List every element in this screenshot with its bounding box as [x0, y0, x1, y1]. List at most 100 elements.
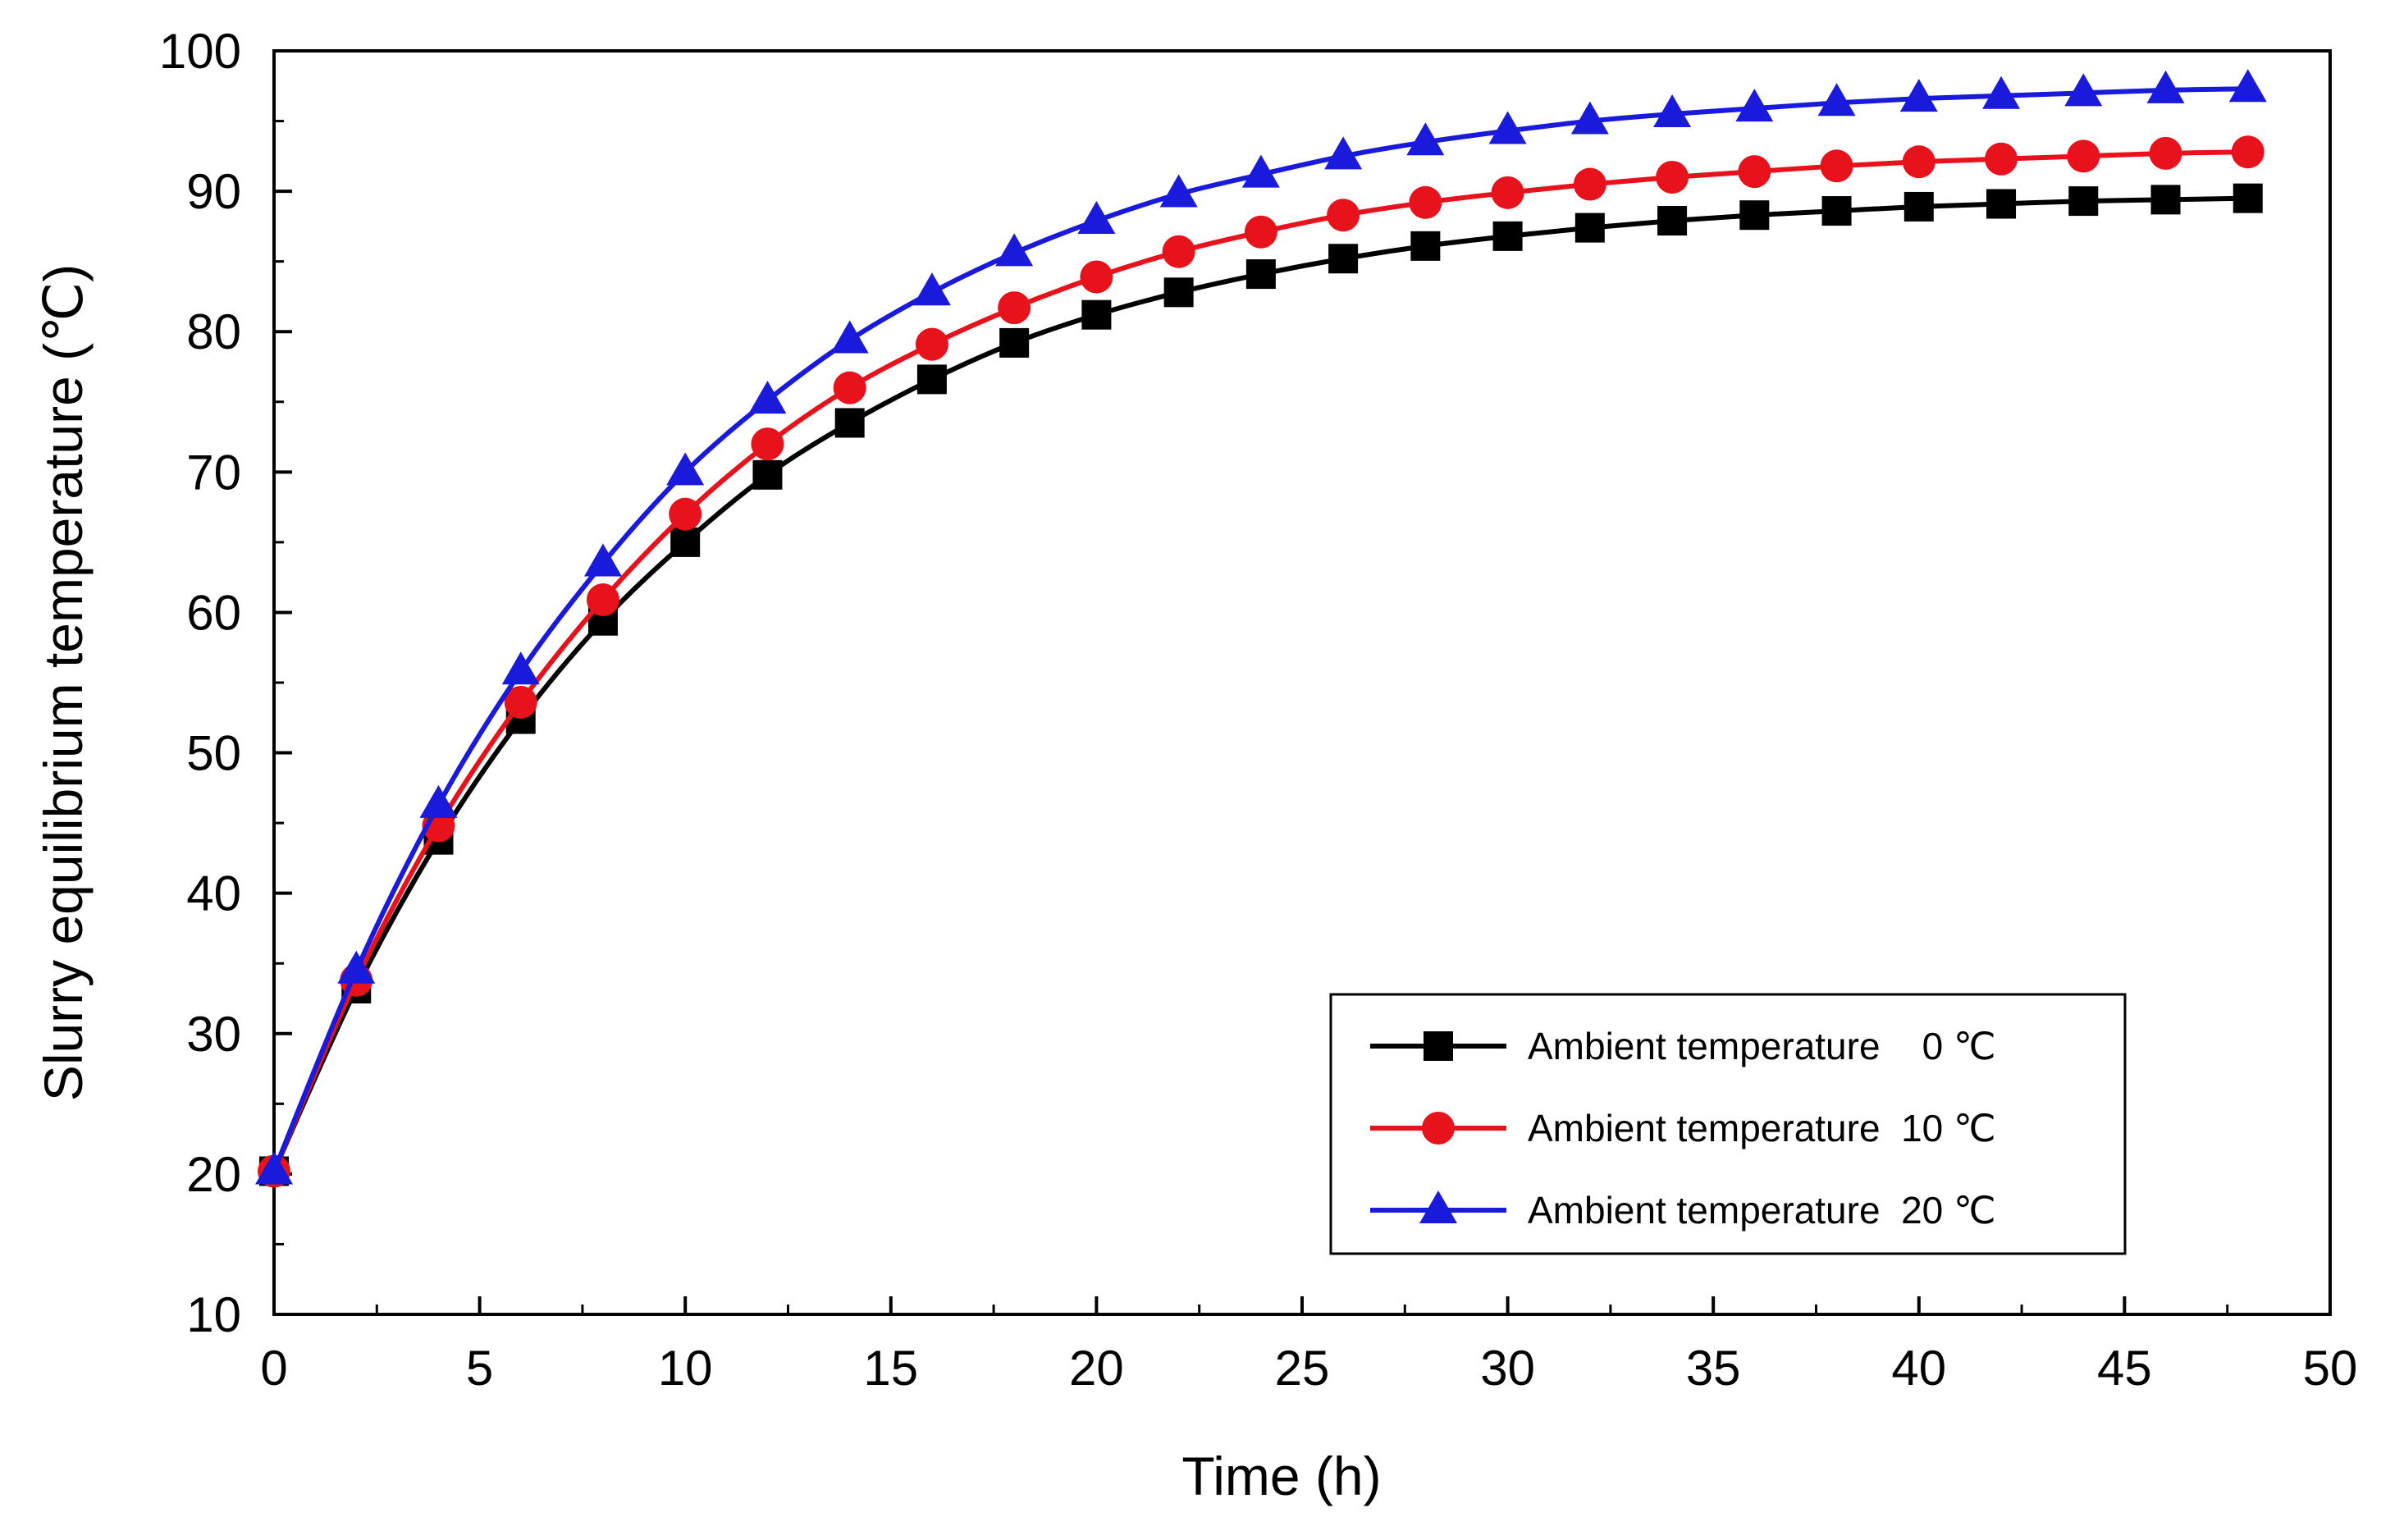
- x-tick-label: 45: [2097, 1341, 2152, 1396]
- data-point: [1241, 154, 1280, 188]
- data-point: [1244, 215, 1277, 249]
- legend-marker: [1419, 1190, 1457, 1223]
- data-point: [1821, 196, 1852, 226]
- data-point: [255, 1151, 293, 1185]
- data-point: [2064, 73, 2103, 107]
- data-point: [1738, 155, 1771, 189]
- data-point: [748, 381, 787, 414]
- data-point: [1657, 206, 1688, 236]
- x-tick-label: 35: [1686, 1341, 1741, 1396]
- data-point: [1820, 149, 1853, 183]
- data-point: [834, 408, 865, 438]
- data-point: [1735, 89, 1774, 122]
- data-point: [2146, 70, 2185, 103]
- data-point: [833, 371, 866, 404]
- legend-label: Ambient temperature 0 ℃: [1528, 1025, 1996, 1067]
- data-point: [2067, 139, 2100, 173]
- data-point: [1986, 189, 2017, 219]
- data-point: [1573, 167, 1606, 201]
- data-point: [2231, 135, 2264, 169]
- data-point: [1982, 75, 2021, 109]
- legend-marker: [1424, 1031, 1453, 1061]
- data-point: [419, 784, 458, 818]
- data-point: [1081, 299, 1112, 330]
- data-point: [1985, 142, 2018, 176]
- data-point: [751, 427, 784, 461]
- data-point: [752, 459, 783, 490]
- data-point: [1899, 79, 1938, 112]
- x-tick-label: 15: [863, 1341, 918, 1396]
- x-tick-label: 50: [2303, 1341, 2358, 1396]
- data-point: [998, 291, 1031, 325]
- y-tick-label: 100: [159, 24, 241, 79]
- data-point: [1077, 201, 1116, 235]
- y-tick-label: 60: [186, 585, 241, 640]
- y-tick-label: 80: [186, 304, 241, 359]
- data-point: [1159, 174, 1198, 208]
- y-tick-label: 50: [186, 726, 241, 781]
- data-point: [2150, 185, 2181, 215]
- data-point: [1163, 277, 1194, 308]
- y-tick-label: 30: [186, 1007, 241, 1062]
- data-point: [2232, 183, 2263, 213]
- data-point: [2068, 186, 2099, 217]
- data-point: [1903, 191, 1934, 222]
- x-tick-label: 40: [1891, 1341, 1946, 1396]
- data-point: [1491, 176, 1524, 209]
- data-point: [1328, 244, 1359, 274]
- data-point: [1492, 221, 1523, 251]
- data-point: [586, 583, 619, 617]
- data-point: [1410, 231, 1441, 261]
- series-line: [272, 86, 2248, 1172]
- y-axis-title: Slurry equilibrium temperature (℃): [33, 264, 94, 1101]
- legend-entry: Ambient temperature 0 ℃: [1370, 1025, 1996, 1067]
- legend-label: Ambient temperature 10 ℃: [1528, 1107, 1996, 1149]
- data-point: [1327, 199, 1360, 232]
- data-point: [670, 527, 701, 557]
- data-point: [583, 543, 622, 577]
- x-axis-title: Time (h): [1181, 1446, 1381, 1506]
- data-point: [1324, 136, 1363, 170]
- data-point: [1574, 212, 1605, 243]
- y-tick-label: 20: [186, 1147, 241, 1202]
- data-point: [916, 364, 947, 395]
- data-point: [666, 452, 705, 486]
- data-point: [1656, 161, 1689, 194]
- x-tick-label: 0: [260, 1341, 287, 1396]
- data-point: [1488, 111, 1527, 144]
- data-point: [337, 950, 376, 984]
- data-point: [1245, 259, 1276, 290]
- data-point: [1653, 94, 1692, 127]
- data-point: [1570, 101, 1609, 135]
- series-circle: [258, 135, 2264, 1188]
- series-triangle: [255, 69, 2267, 1185]
- data-point: [2149, 136, 2182, 170]
- data-point: [1409, 185, 1442, 219]
- x-tick-label: 5: [466, 1341, 493, 1396]
- data-point: [501, 651, 540, 685]
- data-point: [1902, 145, 1935, 179]
- legend-entry: Ambient temperature 10 ℃: [1370, 1107, 1996, 1149]
- legend: Ambient temperature 0 ℃ Ambient temperatu…: [1329, 993, 2127, 1255]
- data-point: [1817, 83, 1856, 117]
- data-point: [830, 320, 869, 354]
- x-tick-label: 30: [1480, 1341, 1535, 1396]
- legend-label: Ambient temperature 20 ℃: [1528, 1189, 1996, 1232]
- legend-marker: [1422, 1112, 1455, 1145]
- x-tick-label: 25: [1275, 1341, 1330, 1396]
- legend-entry: Ambient temperature 20 ℃: [1370, 1189, 1996, 1232]
- y-tick-label: 10: [186, 1287, 241, 1342]
- data-point: [999, 327, 1030, 358]
- y-tick-label: 40: [186, 866, 241, 921]
- x-tick-label: 20: [1069, 1341, 1124, 1396]
- data-point: [915, 327, 948, 361]
- data-point: [504, 685, 537, 719]
- data-point: [1739, 200, 1770, 231]
- data-point: [1406, 122, 1445, 156]
- y-tick-label: 70: [186, 445, 241, 500]
- axis-tick-labels: 0 5 10 15 20 25 30 35 40 45 50 10 20 30 40 50 60 70 80 90 10…: [159, 24, 2357, 1396]
- y-tick-label: 90: [186, 164, 241, 219]
- data-point: [1162, 235, 1195, 268]
- data-point: [669, 497, 702, 531]
